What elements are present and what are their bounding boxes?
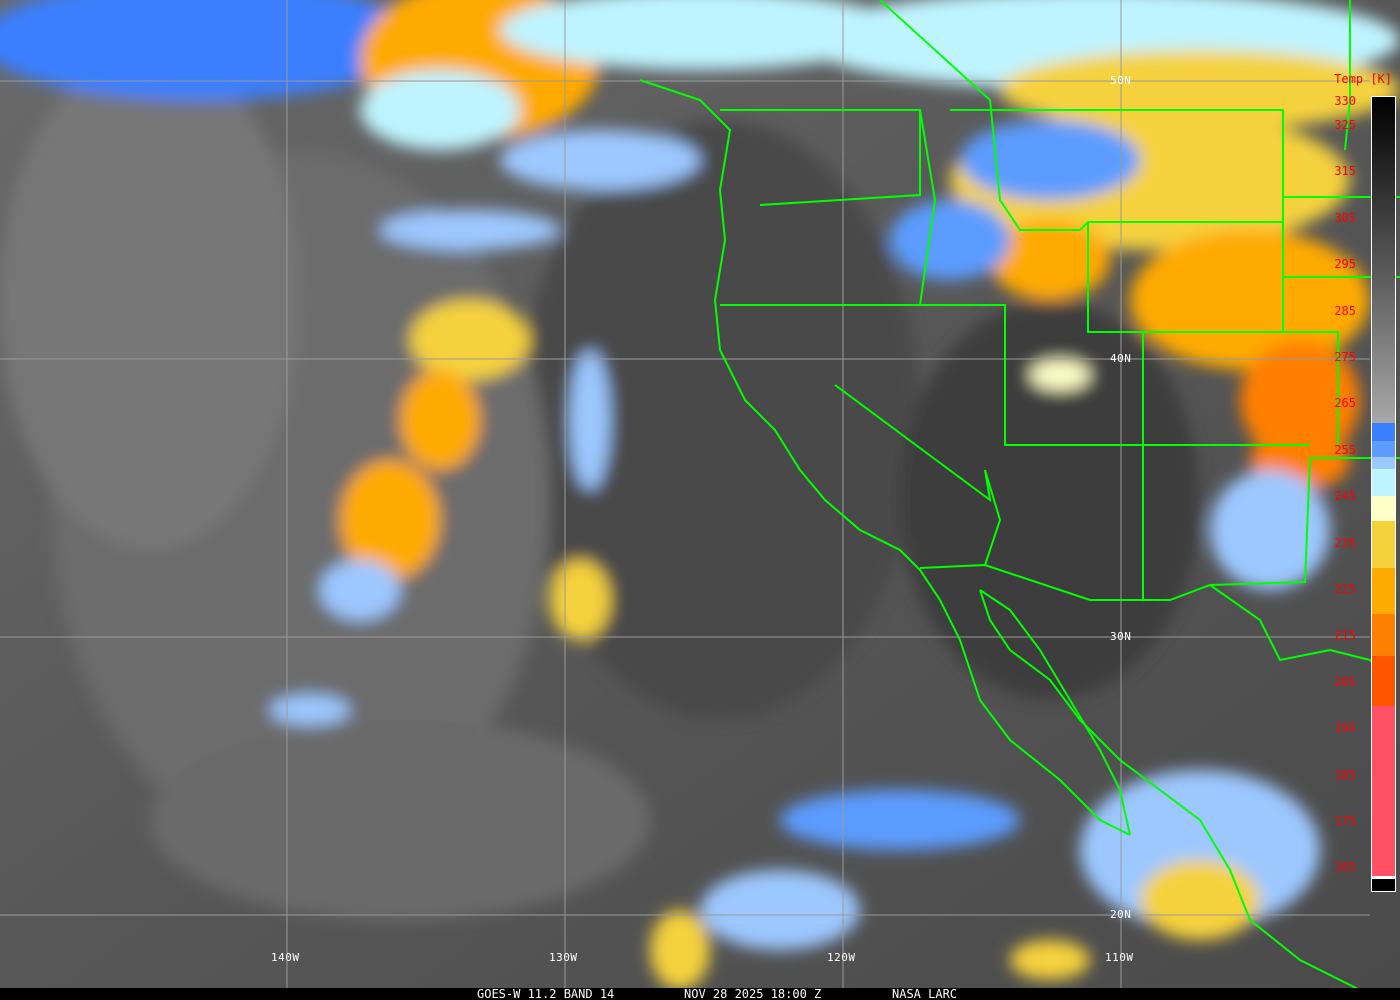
colorbar-tick-label: 235 [1334,535,1356,550]
colorbar-tick-label: 325 [1334,118,1356,132]
lon-label-120w: 120W [827,951,856,964]
lat-lon-grid [0,0,1370,988]
colorbar-tick-label: 305 [1334,210,1356,225]
colorbar-tick-label: 225 [1334,582,1356,596]
lon-label-140w: 140W [271,951,300,964]
lat-label-30n: 30N [1110,630,1132,643]
colorbar-tick-label: 285 [1334,303,1356,318]
colorbar-tick-label: 165 [1334,860,1356,875]
lon-label-130w: 130W [549,951,578,964]
lat-label-40n: 40N [1110,352,1132,365]
colorbar-tick-label: 185 [1334,767,1356,782]
satellite-band: GOES-W 11.2 BAND 14 [477,987,615,1000]
colorbar-tick-label: 215 [1334,628,1356,643]
colorbar-tick-label: 245 [1334,489,1356,504]
lat-label-20n: 20N [1110,908,1132,921]
colorbar-tick-label: 265 [1334,396,1356,411]
colorbar-tick-label: 295 [1334,257,1356,272]
colorbar-tick-label: 275 [1334,350,1356,364]
colorbar-tick-label: 255 [1334,442,1356,457]
data-source: NASA LARC [892,987,958,1000]
lon-label-110w: 110W [1105,951,1134,964]
colorbar-tick-label: 205 [1334,674,1356,689]
temperature-colorbar [1371,96,1396,892]
colorbar-tick-label: 330 [1334,94,1356,108]
image-caption: GOES-W 11.2 BAND 14 NOV 28 2025 18:00 Z … [0,988,1400,1000]
lat-label-50n: 50N [1110,74,1132,87]
colorbar-title: Temp [K] [1334,72,1392,86]
timestamp: NOV 28 2025 18:00 Z [684,987,822,1000]
colorbar-tick-label: 195 [1334,721,1356,736]
colorbar-tick-label: 315 [1334,164,1356,179]
colorbar-tick-label: 175 [1334,814,1356,828]
